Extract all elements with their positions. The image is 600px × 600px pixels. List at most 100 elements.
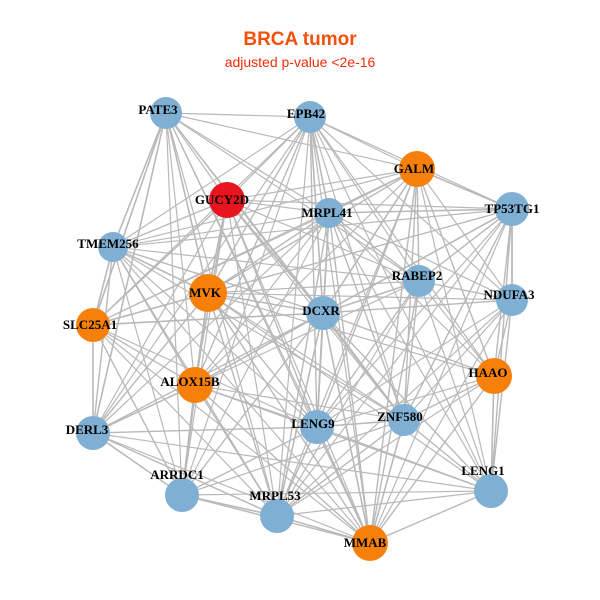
node-label: LENG1 <box>461 463 504 478</box>
graph-edge <box>165 112 330 214</box>
graph-edge <box>181 212 330 496</box>
node-circle[interactable] <box>76 308 110 342</box>
graph-edge <box>207 292 318 428</box>
graph-node-pate3[interactable]: PATE3 <box>138 97 182 129</box>
graph-edge <box>165 112 418 170</box>
graph-edge <box>165 112 311 118</box>
graph-node-leng1[interactable]: LENG1 <box>461 463 508 508</box>
graph-edge <box>112 246 405 421</box>
graph-edge <box>92 312 324 326</box>
node-circle[interactable] <box>495 192 529 226</box>
graph-node-rabep2[interactable]: RABEP2 <box>392 265 443 297</box>
graph-edge <box>276 280 420 517</box>
graph-edge <box>226 199 318 428</box>
node-label: DERL3 <box>66 422 109 437</box>
graph-edge <box>181 384 196 496</box>
graph-edge <box>226 199 371 544</box>
graph-edge <box>322 312 405 421</box>
node-circle[interactable] <box>352 525 388 561</box>
graph-node-mmab[interactable]: MMAB <box>344 525 388 561</box>
node-circle[interactable] <box>399 151 435 187</box>
graph-edge <box>418 280 495 377</box>
graph-edge <box>369 168 418 544</box>
node-circle[interactable] <box>476 358 512 394</box>
node-circle[interactable] <box>474 474 508 508</box>
graph-edge <box>328 212 371 544</box>
node-circle[interactable] <box>98 232 128 262</box>
graph-edge <box>369 208 513 544</box>
graph-node-haao[interactable]: HAAO <box>469 358 513 394</box>
graph-edge <box>194 384 371 544</box>
graph-edge <box>276 212 330 517</box>
node-label: MVK <box>189 285 222 300</box>
graph-node-tmem256[interactable]: TMEM256 <box>77 232 139 262</box>
node-circle[interactable] <box>177 367 213 403</box>
graph-edge <box>92 432 371 544</box>
graph-edge <box>92 112 167 326</box>
graph-node-dcxr[interactable]: DCXR <box>302 296 340 330</box>
node-circle[interactable] <box>260 499 294 533</box>
graph-edge <box>276 490 492 517</box>
node-label: PATE3 <box>138 102 178 117</box>
graph-edge <box>92 324 278 517</box>
node-circle[interactable] <box>150 97 182 129</box>
graph-edge <box>322 312 495 377</box>
graph-edge <box>316 299 513 428</box>
graph-edge <box>112 112 167 248</box>
graph-node-epb42[interactable]: EPB42 <box>287 101 326 133</box>
graph-node-galm[interactable]: GALM <box>394 151 435 187</box>
graph-edge <box>207 280 420 294</box>
graph-edge <box>309 116 420 282</box>
node-circle[interactable] <box>165 478 199 512</box>
graph-edge <box>165 112 420 282</box>
graph-node-mrpl41[interactable]: MRPL41 <box>301 198 353 228</box>
graph-edge <box>92 292 209 434</box>
graph-edge <box>490 375 495 492</box>
node-circle[interactable] <box>189 274 227 312</box>
node-circle[interactable] <box>388 404 420 436</box>
node-circle[interactable] <box>496 284 528 316</box>
graph-node-ndufa3[interactable]: NDUFA3 <box>483 284 535 316</box>
graph-edge <box>403 419 492 492</box>
graph-node-alox15b[interactable]: ALOX15B <box>160 367 220 403</box>
node-circle[interactable] <box>306 296 340 330</box>
node-label: TMEM256 <box>77 236 139 251</box>
node-circle[interactable] <box>294 101 326 133</box>
graph-node-derl3[interactable]: DERL3 <box>66 416 110 450</box>
graph-node-tp53tg1[interactable]: TP53TG1 <box>485 192 540 226</box>
node-label: TP53TG1 <box>485 201 540 216</box>
graph-edge <box>112 246 318 428</box>
edge-layer <box>92 112 513 544</box>
graph-edge <box>92 324 371 544</box>
node-circle[interactable] <box>403 265 435 297</box>
graph-edge <box>316 312 324 428</box>
graph-edge <box>112 212 330 248</box>
graph-edge <box>328 212 513 301</box>
node-circle[interactable] <box>300 410 334 444</box>
graph-edge <box>276 168 418 517</box>
graph-node-arrdc1[interactable]: ARRDC1 <box>150 467 204 512</box>
graph-edge <box>226 199 324 314</box>
graph-node-mrpl53[interactable]: MRPL53 <box>249 488 301 533</box>
node-layer: PATE3 EPB42 GALM GUCY2D MRPL41 TP53TG1 TMEM256… <box>63 97 540 561</box>
node-circle[interactable] <box>314 198 344 228</box>
graph-edge <box>92 432 278 517</box>
graph-node-leng9[interactable]: LENG9 <box>291 410 335 444</box>
graph-edge <box>207 168 418 294</box>
graph-node-slc25a1[interactable]: SLC25A1 <box>63 308 117 342</box>
graph-node-mvk[interactable]: MVK <box>189 274 227 312</box>
graph-node-znf580[interactable]: ZNF580 <box>377 404 423 436</box>
graph-edge <box>207 292 324 314</box>
graph-edge <box>328 208 513 214</box>
graph-edge <box>112 199 228 248</box>
node-label: MRPL53 <box>249 488 301 503</box>
graph-edge <box>112 168 418 248</box>
node-label: GUCY2D <box>195 192 249 207</box>
graph-edge <box>369 375 495 544</box>
node-label: NDUFA3 <box>483 287 535 302</box>
node-circle[interactable] <box>209 182 245 218</box>
graph-node-gucy2d[interactable]: GUCY2D <box>195 182 249 218</box>
graph-edge <box>112 208 513 248</box>
node-circle[interactable] <box>76 416 110 450</box>
